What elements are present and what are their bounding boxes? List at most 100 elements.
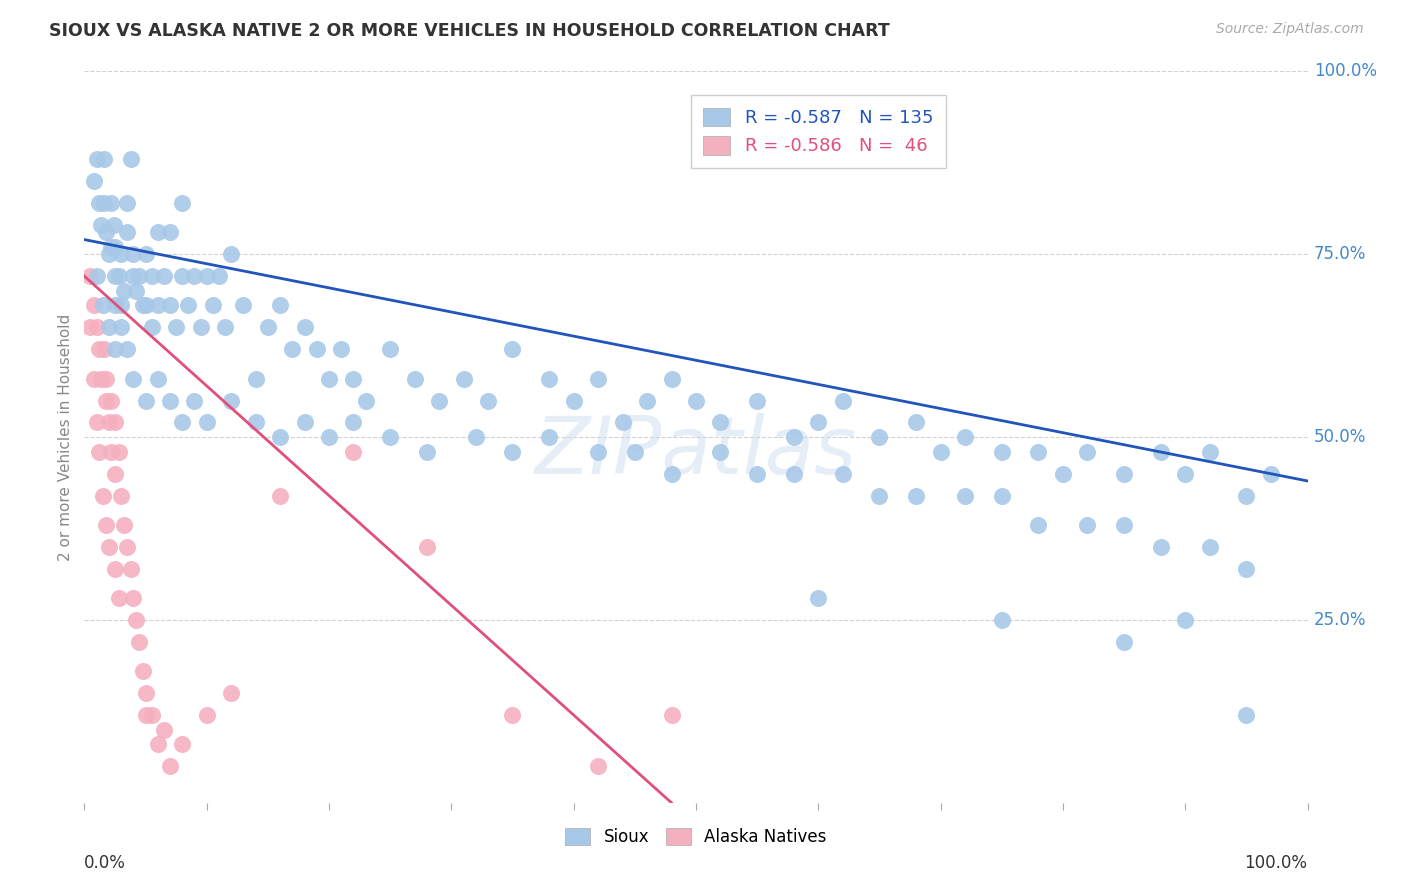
Text: 25.0%: 25.0% (1313, 611, 1367, 629)
Point (586, 759, 609, 773)
Point (96, 393, 118, 408)
Point (245, 371, 267, 385)
Point (183, 393, 205, 408)
Point (1076, 517, 1098, 532)
Point (416, 540, 439, 554)
Point (354, 393, 377, 408)
Point (269, 430, 291, 444)
Point (87, 196, 110, 211)
Point (146, 371, 169, 385)
Point (416, 444, 439, 458)
Point (125, 284, 148, 298)
Point (177, 298, 200, 312)
Point (141, 320, 163, 334)
Point (135, 298, 157, 312)
Point (404, 371, 426, 385)
Point (807, 591, 830, 605)
Point (612, 416, 634, 430)
Point (172, 196, 194, 211)
Point (132, 298, 155, 312)
Point (342, 444, 364, 458)
Point (87, 343, 110, 357)
Point (146, 225, 169, 239)
Text: 50.0%: 50.0% (1313, 428, 1367, 446)
Point (122, 371, 145, 385)
Point (115, 225, 138, 239)
Point (208, 269, 231, 284)
Point (86, 416, 108, 430)
Legend: Sioux, Alaska Natives: Sioux, Alaska Natives (558, 822, 834, 853)
Point (93, 196, 115, 211)
Point (120, 562, 142, 576)
Point (342, 416, 364, 430)
Point (1150, 540, 1173, 554)
Point (831, 393, 853, 408)
Y-axis label: 2 or more Vehicles in Household: 2 or more Vehicles in Household (58, 313, 73, 561)
Point (86, 152, 108, 166)
Point (318, 430, 340, 444)
Text: 0.0%: 0.0% (84, 854, 127, 872)
Point (538, 371, 561, 385)
Point (104, 343, 127, 357)
Point (1028, 517, 1050, 532)
Point (153, 723, 176, 737)
Point (807, 416, 830, 430)
Point (201, 298, 224, 312)
Point (93, 343, 115, 357)
Point (195, 269, 218, 284)
Point (330, 343, 353, 357)
Point (183, 269, 205, 284)
Point (100, 393, 122, 408)
Point (905, 489, 928, 503)
Point (93, 152, 115, 166)
Point (502, 444, 524, 458)
Point (83, 174, 105, 188)
Text: Source: ZipAtlas.com: Source: ZipAtlas.com (1216, 22, 1364, 37)
Point (477, 393, 499, 408)
Point (97, 540, 120, 554)
Point (165, 320, 187, 334)
Point (159, 393, 181, 408)
Point (991, 489, 1014, 503)
Point (86, 320, 108, 334)
Point (115, 196, 138, 211)
Point (120, 152, 142, 166)
Point (294, 416, 316, 430)
Point (1260, 467, 1282, 481)
Point (1198, 540, 1220, 554)
Point (427, 393, 450, 408)
Point (219, 686, 242, 700)
Point (135, 686, 157, 700)
Point (1028, 444, 1050, 458)
Point (232, 298, 254, 312)
Point (661, 467, 683, 481)
Point (869, 430, 891, 444)
Point (172, 269, 194, 284)
Point (79, 269, 101, 284)
Point (1174, 613, 1197, 627)
Point (96, 225, 118, 239)
Point (991, 444, 1014, 458)
Point (1236, 489, 1258, 503)
Point (135, 247, 157, 261)
Point (97, 320, 120, 334)
Point (104, 562, 127, 576)
Point (115, 540, 138, 554)
Point (219, 393, 242, 408)
Point (115, 343, 138, 357)
Point (96, 371, 118, 385)
Point (747, 393, 769, 408)
Point (380, 430, 402, 444)
Point (159, 225, 181, 239)
Point (586, 444, 609, 458)
Point (112, 517, 135, 532)
Point (1236, 708, 1258, 723)
Point (1114, 467, 1136, 481)
Point (661, 371, 683, 385)
Point (1076, 444, 1098, 458)
Point (294, 320, 316, 334)
Point (103, 218, 125, 232)
Point (929, 444, 952, 458)
Point (135, 708, 157, 723)
Point (1150, 444, 1173, 458)
